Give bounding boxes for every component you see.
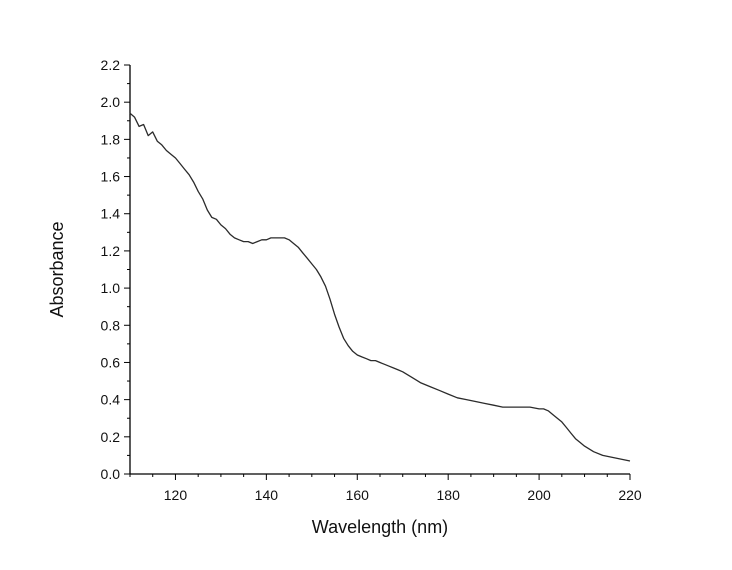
- y-tick-label: 2.0: [101, 94, 121, 110]
- y-tick-label: 0.8: [101, 317, 121, 333]
- x-ticks: [129, 474, 631, 480]
- x-tick-label: 160: [346, 487, 370, 503]
- y-tick-label: 1.8: [101, 131, 121, 147]
- y-tick-labels: 0.0 0.2 0.4 0.6 0.8 1.0 1.2 1.4 1.6 1.8 2.0 2.2: [101, 57, 121, 482]
- x-tick-label: 180: [437, 487, 461, 503]
- y-tick-label: 2.2: [101, 57, 121, 73]
- x-axis-title: Wavelength (nm): [312, 517, 448, 537]
- plot-area: 120 140 160 180 200 220 0.0 0.2 0.4 0.6 0.8 1.0 1.2…: [101, 57, 642, 503]
- absorbance-series-line: [129, 112, 631, 462]
- y-axis-title: Absorbance: [47, 221, 67, 317]
- y-tick-label: 0.0: [101, 466, 121, 482]
- y-ticks: [124, 64, 130, 475]
- y-tick-label: 1.4: [101, 206, 121, 222]
- y-tick-label: 0.2: [101, 429, 121, 445]
- series-group: [129, 112, 631, 462]
- y-tick-label: 1.0: [101, 280, 121, 296]
- x-tick-labels: 120 140 160 180 200 220: [164, 487, 642, 503]
- y-tick-label: 0.4: [101, 392, 121, 408]
- y-tick-label: 1.2: [101, 243, 121, 259]
- x-tick-label: 140: [255, 487, 279, 503]
- x-tick-label: 120: [164, 487, 188, 503]
- x-tick-label: 220: [618, 487, 642, 503]
- y-tick-label: 1.6: [101, 169, 121, 185]
- x-tick-label: 200: [527, 487, 551, 503]
- y-tick-label: 0.6: [101, 354, 121, 370]
